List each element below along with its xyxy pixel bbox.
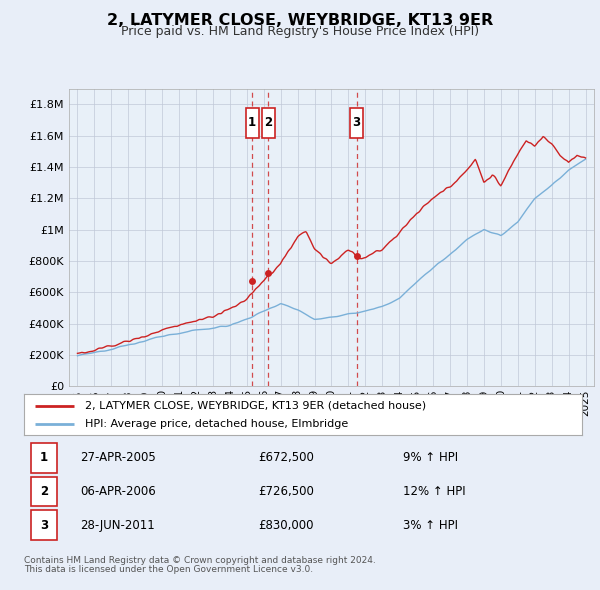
Text: 3: 3 (353, 116, 361, 129)
Text: 27-APR-2005: 27-APR-2005 (80, 451, 155, 464)
FancyBboxPatch shape (262, 108, 275, 138)
Text: Contains HM Land Registry data © Crown copyright and database right 2024.: Contains HM Land Registry data © Crown c… (24, 556, 376, 565)
Text: £830,000: £830,000 (259, 519, 314, 532)
Text: 12% ↑ HPI: 12% ↑ HPI (403, 485, 466, 498)
Text: 1: 1 (40, 451, 48, 464)
Text: 2, LATYMER CLOSE, WEYBRIDGE, KT13 9ER (detached house): 2, LATYMER CLOSE, WEYBRIDGE, KT13 9ER (d… (85, 401, 427, 411)
FancyBboxPatch shape (31, 477, 58, 506)
FancyBboxPatch shape (31, 510, 58, 540)
Text: HPI: Average price, detached house, Elmbridge: HPI: Average price, detached house, Elmb… (85, 419, 349, 429)
Text: 9% ↑ HPI: 9% ↑ HPI (403, 451, 458, 464)
Text: 3% ↑ HPI: 3% ↑ HPI (403, 519, 458, 532)
FancyBboxPatch shape (246, 108, 259, 138)
Text: 28-JUN-2011: 28-JUN-2011 (80, 519, 155, 532)
FancyBboxPatch shape (31, 443, 58, 473)
Text: 2: 2 (40, 485, 48, 498)
Text: £672,500: £672,500 (259, 451, 314, 464)
FancyBboxPatch shape (350, 108, 363, 138)
Text: 1: 1 (248, 116, 256, 129)
Text: Price paid vs. HM Land Registry's House Price Index (HPI): Price paid vs. HM Land Registry's House … (121, 25, 479, 38)
Text: 3: 3 (40, 519, 48, 532)
Text: 06-APR-2006: 06-APR-2006 (80, 485, 155, 498)
Text: This data is licensed under the Open Government Licence v3.0.: This data is licensed under the Open Gov… (24, 565, 313, 574)
Text: 2, LATYMER CLOSE, WEYBRIDGE, KT13 9ER: 2, LATYMER CLOSE, WEYBRIDGE, KT13 9ER (107, 13, 493, 28)
Text: £726,500: £726,500 (259, 485, 314, 498)
Text: 2: 2 (264, 116, 272, 129)
